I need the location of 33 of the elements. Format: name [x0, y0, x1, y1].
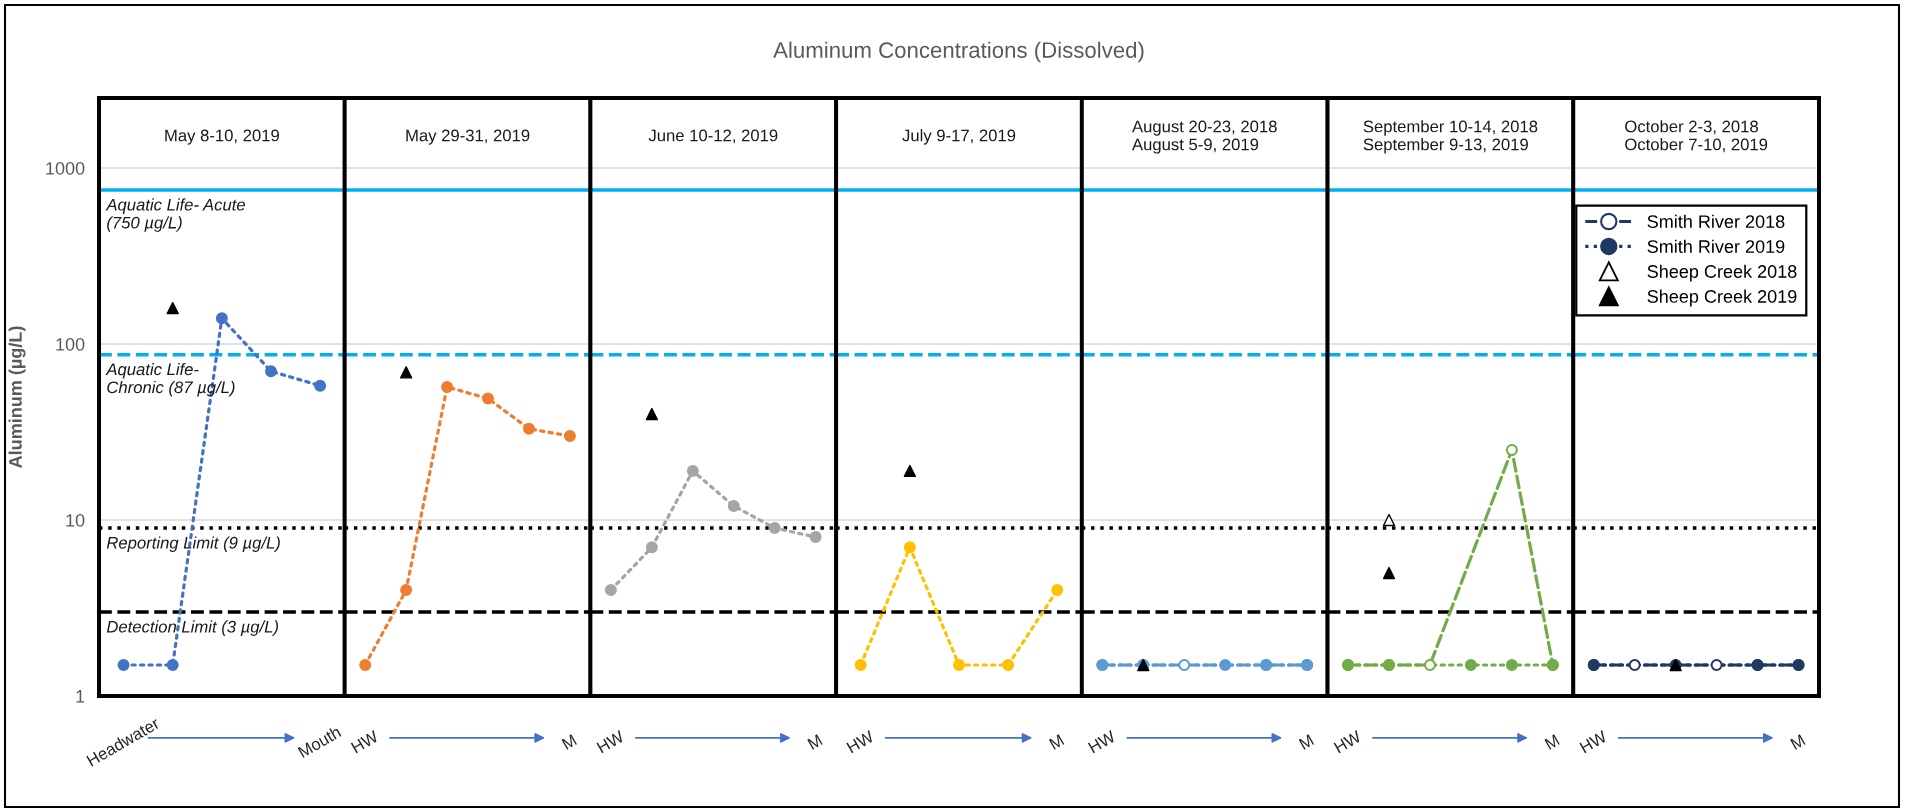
x-tick-label: M	[1544, 734, 1560, 750]
y-axis-title: Aluminum (µg/L)	[8, 326, 26, 468]
ref-line-label: Aquatic Life- Acute (750 µg/L)	[105, 198, 246, 232]
x-tick-label: HW	[1087, 730, 1117, 754]
x-tick-label: M	[1298, 734, 1315, 750]
x-tick-label: HW	[596, 730, 626, 754]
x-tick-label: HW	[846, 730, 875, 754]
legend-label: Smith River 2018	[1647, 214, 1785, 228]
text: August 20-23, 2018 August 5-9, 2019	[1132, 120, 1277, 154]
legend-label: Sheep Creek 2018	[1647, 264, 1797, 282]
chart-title: Aluminum Concentrations (Dissolved)	[773, 41, 1144, 63]
x-tick-label: M	[1048, 734, 1065, 750]
text: September 10-14, 2018 September 9-13, 2019	[1363, 120, 1538, 154]
legend-label: Sheep Creek 2019	[1647, 289, 1797, 307]
ref-line-label: Reporting Limit (9 µg/L)	[106, 536, 280, 552]
y-tick-label: 1	[76, 690, 85, 703]
x-tick-label: M	[807, 734, 823, 750]
x-tick-label: M	[1790, 734, 1806, 750]
text: June 10-12, 2019	[648, 129, 778, 144]
text: May 8-10, 2019	[165, 129, 279, 145]
text: October 2-3, 2018 October 7-10, 2019	[1625, 120, 1768, 153]
ref-line-label: Detection Limit (3 µg/L)	[106, 620, 279, 636]
text: May 29-31, 2019	[406, 129, 530, 145]
x-tick-label: HW	[350, 730, 380, 754]
y-tick-label: 10	[66, 513, 85, 527]
y-tick-label: 100	[56, 337, 85, 351]
legend-label: Smith River 2019	[1647, 239, 1785, 253]
x-tick-label: HW	[1333, 730, 1363, 754]
x-tick-label: M	[561, 734, 577, 750]
x-tick-label: HW	[1579, 730, 1608, 754]
ref-line-label: Aquatic Life- Chronic (87 µg/L)	[105, 363, 235, 397]
y-tick-label: 1000	[46, 161, 85, 175]
text: July 9-17, 2019	[902, 129, 1016, 145]
